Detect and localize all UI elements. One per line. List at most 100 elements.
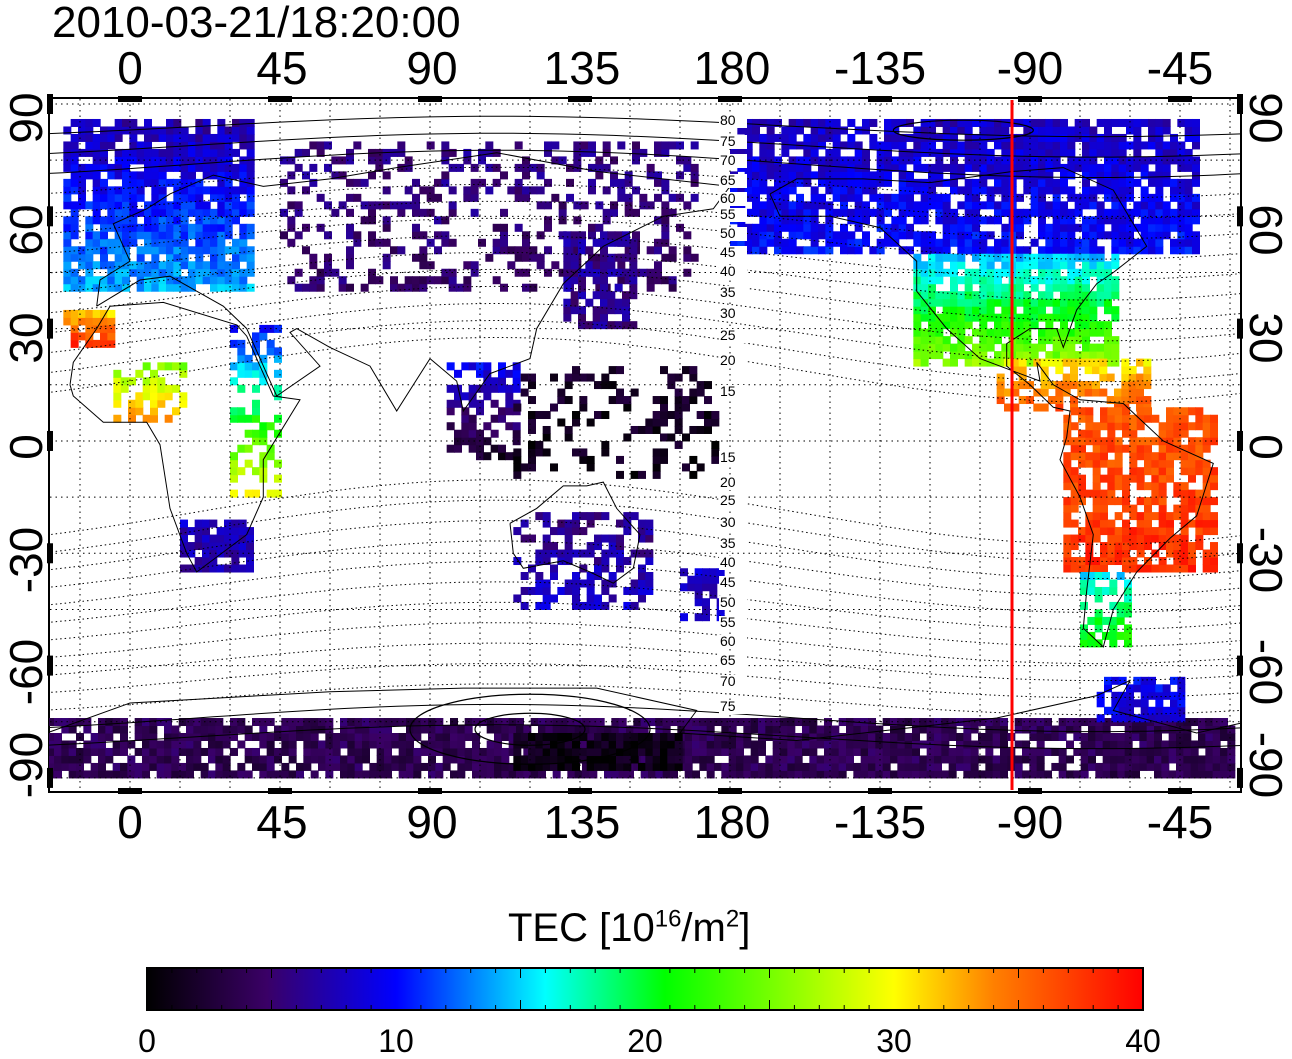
tec-cell xyxy=(397,208,406,217)
tec-cell xyxy=(136,231,145,240)
tec-cell xyxy=(266,452,275,461)
tec-cell xyxy=(1096,201,1105,210)
tec-cell xyxy=(1001,268,1010,277)
tec-cell xyxy=(1092,489,1101,498)
tec-cell xyxy=(818,201,826,210)
tec-cell xyxy=(919,718,928,727)
tec-cell xyxy=(1074,201,1083,210)
tec-cell xyxy=(224,156,233,165)
tec-cell xyxy=(1096,216,1105,225)
tec-cell xyxy=(616,732,624,741)
tec-cell xyxy=(758,770,766,779)
tec-cell xyxy=(318,762,326,771)
tec-cell xyxy=(78,193,86,202)
tec-cell xyxy=(1170,193,1178,202)
tec-cell xyxy=(485,253,494,262)
tec-cell xyxy=(920,276,929,285)
tec-cell xyxy=(926,725,935,734)
tec-cell xyxy=(1080,770,1089,779)
tec-cell xyxy=(274,489,282,498)
tec-cell xyxy=(1109,586,1118,595)
tec-cell xyxy=(461,429,470,438)
tec-cell xyxy=(972,276,980,285)
tec-cell xyxy=(1016,343,1024,352)
tec-cell xyxy=(1014,755,1023,764)
tec-cell xyxy=(1016,291,1024,300)
tec-cell xyxy=(1070,467,1079,476)
tec-cell xyxy=(166,223,174,232)
tec-cell xyxy=(832,133,841,142)
tec-cell xyxy=(413,762,422,771)
tec-cell xyxy=(1089,291,1098,300)
tec-cell xyxy=(1144,497,1152,506)
tec-cell xyxy=(1114,527,1123,536)
tec-cell xyxy=(92,339,101,348)
tec-cell xyxy=(1063,482,1072,491)
tec-cell xyxy=(913,186,922,195)
tec-cell xyxy=(535,448,544,457)
tec-cell xyxy=(1067,351,1076,360)
tec-cell xyxy=(1126,118,1134,127)
tec-cell xyxy=(638,549,646,558)
tec-cell xyxy=(550,549,558,558)
tec-cell xyxy=(920,246,929,255)
tec-cell xyxy=(246,549,254,558)
tec-cell xyxy=(913,328,922,337)
tec-cell xyxy=(1170,133,1178,142)
tec-cell xyxy=(1001,321,1010,330)
tec-cell xyxy=(728,762,737,771)
tec-cell xyxy=(935,261,944,270)
tec-cell xyxy=(522,171,530,180)
tec-cell xyxy=(287,171,296,180)
tec-cell xyxy=(149,718,158,727)
tec-cell xyxy=(1082,351,1090,360)
tec-cell xyxy=(1177,118,1186,127)
contour-label-bg xyxy=(719,385,747,399)
tec-cell xyxy=(1109,579,1118,588)
tec-cell xyxy=(706,755,715,764)
tec-cell xyxy=(1089,141,1098,150)
tec-cell xyxy=(1063,504,1072,513)
tec-cell xyxy=(200,762,209,771)
tec-cell xyxy=(512,369,521,378)
tec-cell xyxy=(1111,186,1120,195)
tec-cell xyxy=(224,216,233,225)
tec-cell xyxy=(237,414,246,423)
tec-cell xyxy=(626,770,634,779)
tec-cell xyxy=(957,306,966,315)
tec-cell xyxy=(246,223,255,232)
tec-cell xyxy=(1052,306,1061,315)
tec-cell xyxy=(1139,740,1148,749)
tec-cell xyxy=(898,186,907,195)
tec-cell xyxy=(986,253,995,262)
tec-cell xyxy=(1202,497,1211,506)
tec-cell xyxy=(1158,564,1167,573)
tec-cell xyxy=(721,718,730,727)
tec-cell xyxy=(468,437,477,446)
tec-cell xyxy=(172,407,180,416)
tec-cell xyxy=(736,747,744,756)
tec-cell xyxy=(972,358,980,367)
tec-cell xyxy=(1023,291,1032,300)
tec-cell xyxy=(551,141,560,150)
tec-cell xyxy=(450,755,458,764)
tec-cell xyxy=(772,762,781,771)
tec-cell xyxy=(420,725,429,734)
tec-cell xyxy=(1038,313,1046,322)
tec-cell xyxy=(1095,747,1104,756)
tec-cell xyxy=(1154,762,1162,771)
tec-cell xyxy=(586,762,595,771)
tec-cell xyxy=(1161,747,1170,756)
tec-cell xyxy=(1136,437,1145,446)
tec-cell xyxy=(318,747,326,756)
tec-cell xyxy=(1030,141,1039,150)
tec-cell xyxy=(1102,755,1111,764)
tec-cell xyxy=(875,732,884,741)
tec-cell xyxy=(151,283,160,292)
tec-cell xyxy=(151,246,160,255)
tec-cell xyxy=(869,186,878,195)
tec-cell xyxy=(237,407,246,416)
tec-cell xyxy=(796,201,804,210)
tec-cell xyxy=(985,755,994,764)
tec-cell xyxy=(1180,414,1189,423)
